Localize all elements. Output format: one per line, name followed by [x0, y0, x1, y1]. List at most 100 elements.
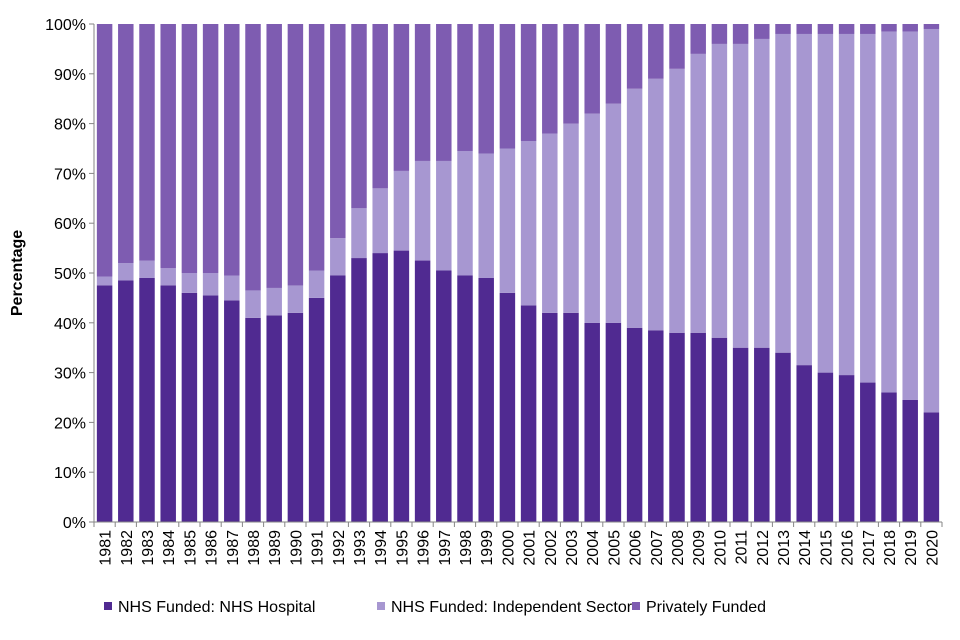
x-tick-label: 1985: [182, 530, 199, 566]
x-tick-label: 1989: [267, 530, 284, 566]
x-tick-label: 2020: [924, 530, 941, 566]
x-tick-label: 1982: [119, 530, 136, 566]
x-tick-label: 2016: [840, 530, 857, 566]
bar-segment-series-2-2000: [499, 148, 516, 293]
bar-segment-series-1-2002: [542, 312, 558, 522]
bar-segment-series-1-1994: [372, 253, 388, 522]
axes-layer: 0%10%20%30%40%50%60%70%80%90%100% 1981 19…: [45, 17, 943, 566]
legend-swatch-2: [377, 602, 385, 610]
bar-segment-series-1-1983: [139, 277, 155, 522]
bar-segment-series-3-1990: [287, 24, 304, 286]
bar-segment-series-3-2000: [499, 24, 516, 149]
bar-segment-series-3-2013: [775, 24, 791, 34]
legend-label-3: Privately Funded: [646, 599, 766, 616]
bar-segment-series-1-2006: [626, 327, 643, 522]
bar-segment-series-1-2019: [902, 399, 918, 522]
legend-label-1: NHS Funded: NHS Hospital: [118, 599, 315, 616]
bar-segment-series-2-1997: [436, 160, 452, 271]
bar-segment-series-2-1985: [181, 273, 198, 293]
x-tick-label: 1992: [331, 530, 348, 566]
bar-segment-series-2-2017: [860, 33, 876, 383]
x-tick-label: 2010: [712, 530, 729, 566]
bar-segment-series-2-1990: [287, 285, 304, 313]
y-tick-label: 60%: [54, 216, 86, 233]
bar-segment-series-2-2013: [775, 33, 791, 353]
bar-segment-series-3-2011: [732, 24, 749, 44]
bar-segment-series-3-1993: [351, 24, 367, 209]
x-tick-label: 2015: [818, 530, 835, 566]
y-tick-label: 30%: [54, 366, 86, 383]
x-tick-label: 1999: [479, 530, 496, 566]
bar-segment-series-2-2014: [796, 33, 812, 366]
bar-segment-series-3-1984: [160, 24, 176, 269]
bar-segment-series-2-2012: [754, 38, 770, 348]
bar-segment-series-2-1995: [393, 170, 410, 251]
bar-segment-series-1-2010: [711, 337, 728, 522]
bar-segment-series-1-2017: [860, 382, 876, 522]
bar-segment-series-1-1999: [478, 277, 494, 522]
x-tick-label: 2012: [755, 530, 772, 566]
x-tick-label: 1996: [416, 530, 433, 566]
y-tick-label: 90%: [54, 67, 86, 84]
bar-segment-series-3-2005: [605, 24, 622, 104]
y-tick-label: 80%: [54, 117, 86, 134]
y-tick-label: 50%: [54, 266, 86, 283]
bar-segment-series-1-2004: [584, 322, 600, 522]
x-tick-label: 2008: [670, 530, 687, 566]
bar-segment-series-1-1995: [393, 250, 410, 522]
x-tick-label: 1990: [288, 530, 305, 566]
bar-segment-series-1-1987: [224, 300, 240, 522]
bar-segment-series-3-2007: [648, 24, 664, 79]
legend-swatch-3: [632, 602, 640, 610]
x-tick-label: 2005: [606, 530, 623, 566]
bar-segment-series-3-2008: [669, 24, 685, 69]
bar-segment-series-2-1992: [330, 238, 346, 276]
x-tick-label: 2002: [543, 530, 560, 566]
x-tick-label: 2011: [734, 530, 751, 565]
bar-segment-series-2-2003: [563, 123, 579, 313]
bar-segment-series-1-2008: [669, 332, 685, 522]
bar-segment-series-1-2018: [881, 392, 897, 522]
bar-segment-series-2-1983: [139, 260, 155, 278]
bar-segment-series-1-1996: [414, 260, 431, 522]
bar-segment-series-1-2012: [754, 347, 770, 522]
y-tick-label: 20%: [54, 415, 86, 432]
bar-segment-series-2-2007: [648, 78, 664, 331]
bar-segment-series-2-1988: [245, 290, 261, 318]
bar-segment-series-3-1995: [393, 24, 410, 171]
x-tick-label: 1983: [140, 530, 157, 566]
y-axis-title: Percentage: [9, 230, 26, 316]
bar-segment-series-3-1998: [457, 24, 473, 151]
x-tick-label: 1995: [394, 530, 411, 566]
legend-label-2: NHS Funded: Independent Sector: [391, 599, 633, 616]
x-tick-label: 2019: [903, 530, 920, 566]
bar-segment-series-3-2014: [796, 24, 812, 34]
bar-segment-series-1-2009: [690, 332, 706, 522]
bar-segment-series-1-1985: [181, 292, 198, 522]
bar-segment-series-2-2009: [690, 53, 706, 333]
x-tick-label: 2007: [649, 530, 666, 566]
bar-segment-series-3-1983: [139, 24, 155, 261]
bar-segment-series-3-1994: [372, 24, 388, 189]
bar-segment-series-3-2006: [626, 24, 643, 89]
bar-segment-series-3-2012: [754, 24, 770, 39]
x-tick-label: 2003: [564, 530, 581, 566]
x-tick-label: 1987: [225, 530, 242, 566]
bar-segment-series-3-1999: [478, 24, 494, 154]
x-tick-label: 2018: [882, 530, 899, 566]
legend-swatch-1: [104, 602, 112, 610]
bar-segment-series-2-2008: [669, 68, 685, 333]
bar-segment-series-1-1991: [308, 297, 325, 522]
bar-segment-series-2-2004: [584, 113, 600, 323]
bar-segment-series-3-1992: [330, 24, 346, 239]
bar-segment-series-1-2005: [605, 322, 622, 522]
bar-segment-series-3-2009: [690, 24, 706, 54]
bar-segment-series-2-1984: [160, 268, 176, 286]
bar-segment-series-2-1982: [118, 263, 134, 281]
bar-segment-series-2-1991: [308, 270, 325, 298]
y-tick-label: 10%: [54, 465, 86, 482]
bar-segment-series-1-1989: [266, 315, 282, 522]
bar-segment-series-2-1981: [96, 276, 113, 286]
x-tick-label: 2017: [861, 530, 878, 566]
